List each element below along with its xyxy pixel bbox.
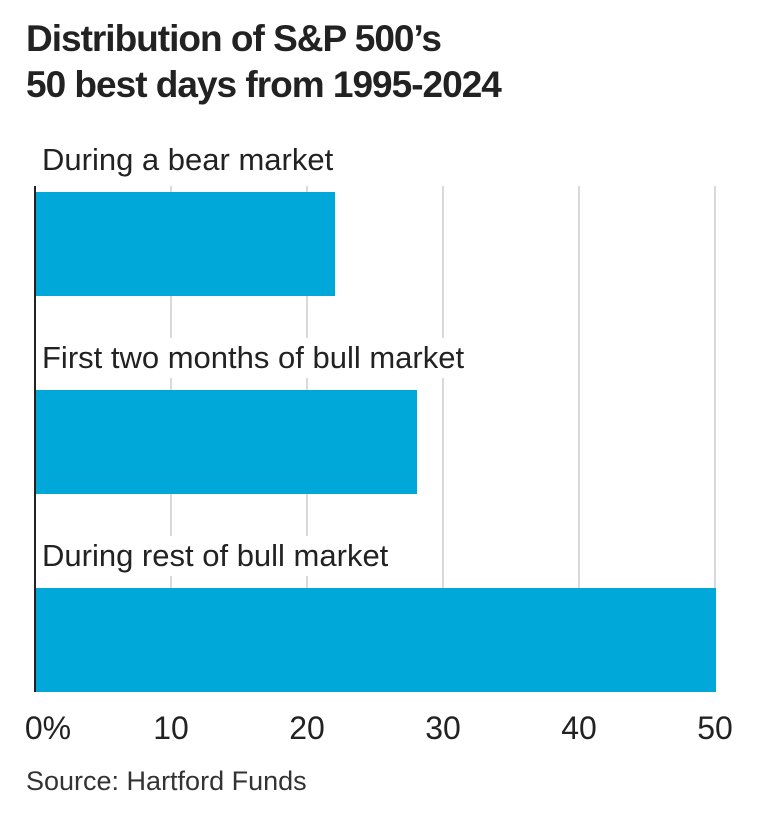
title-line-1: Distribution of S&P 500’s bbox=[26, 18, 442, 59]
chart-title: Distribution of S&P 500’s 50 best days f… bbox=[26, 16, 502, 108]
y-axis-line bbox=[34, 186, 36, 692]
plot-area: During a bear market First two months of… bbox=[34, 140, 716, 692]
tick-10: 10 bbox=[153, 710, 189, 746]
category-label-bear: During a bear market bbox=[42, 140, 340, 180]
title-line-2: 50 best days from 1995-2024 bbox=[26, 64, 502, 105]
tick-30: 30 bbox=[425, 710, 461, 746]
category-label-first-two-months: First two months of bull market bbox=[42, 338, 471, 378]
gridline-30 bbox=[442, 186, 444, 692]
gridline-40 bbox=[578, 186, 580, 692]
bar-first-two-months bbox=[36, 390, 417, 494]
tick-20: 20 bbox=[289, 710, 325, 746]
bar-rest-of-bull bbox=[36, 588, 716, 692]
gridline-50 bbox=[714, 186, 716, 692]
tick-40: 40 bbox=[561, 710, 597, 746]
tick-50: 50 bbox=[697, 710, 733, 746]
source-note: Source: Hartford Funds bbox=[26, 766, 307, 796]
category-label-rest-of-bull: During rest of bull market bbox=[42, 536, 395, 576]
tick-0: 0% bbox=[24, 710, 72, 746]
bar-bear bbox=[36, 192, 336, 296]
